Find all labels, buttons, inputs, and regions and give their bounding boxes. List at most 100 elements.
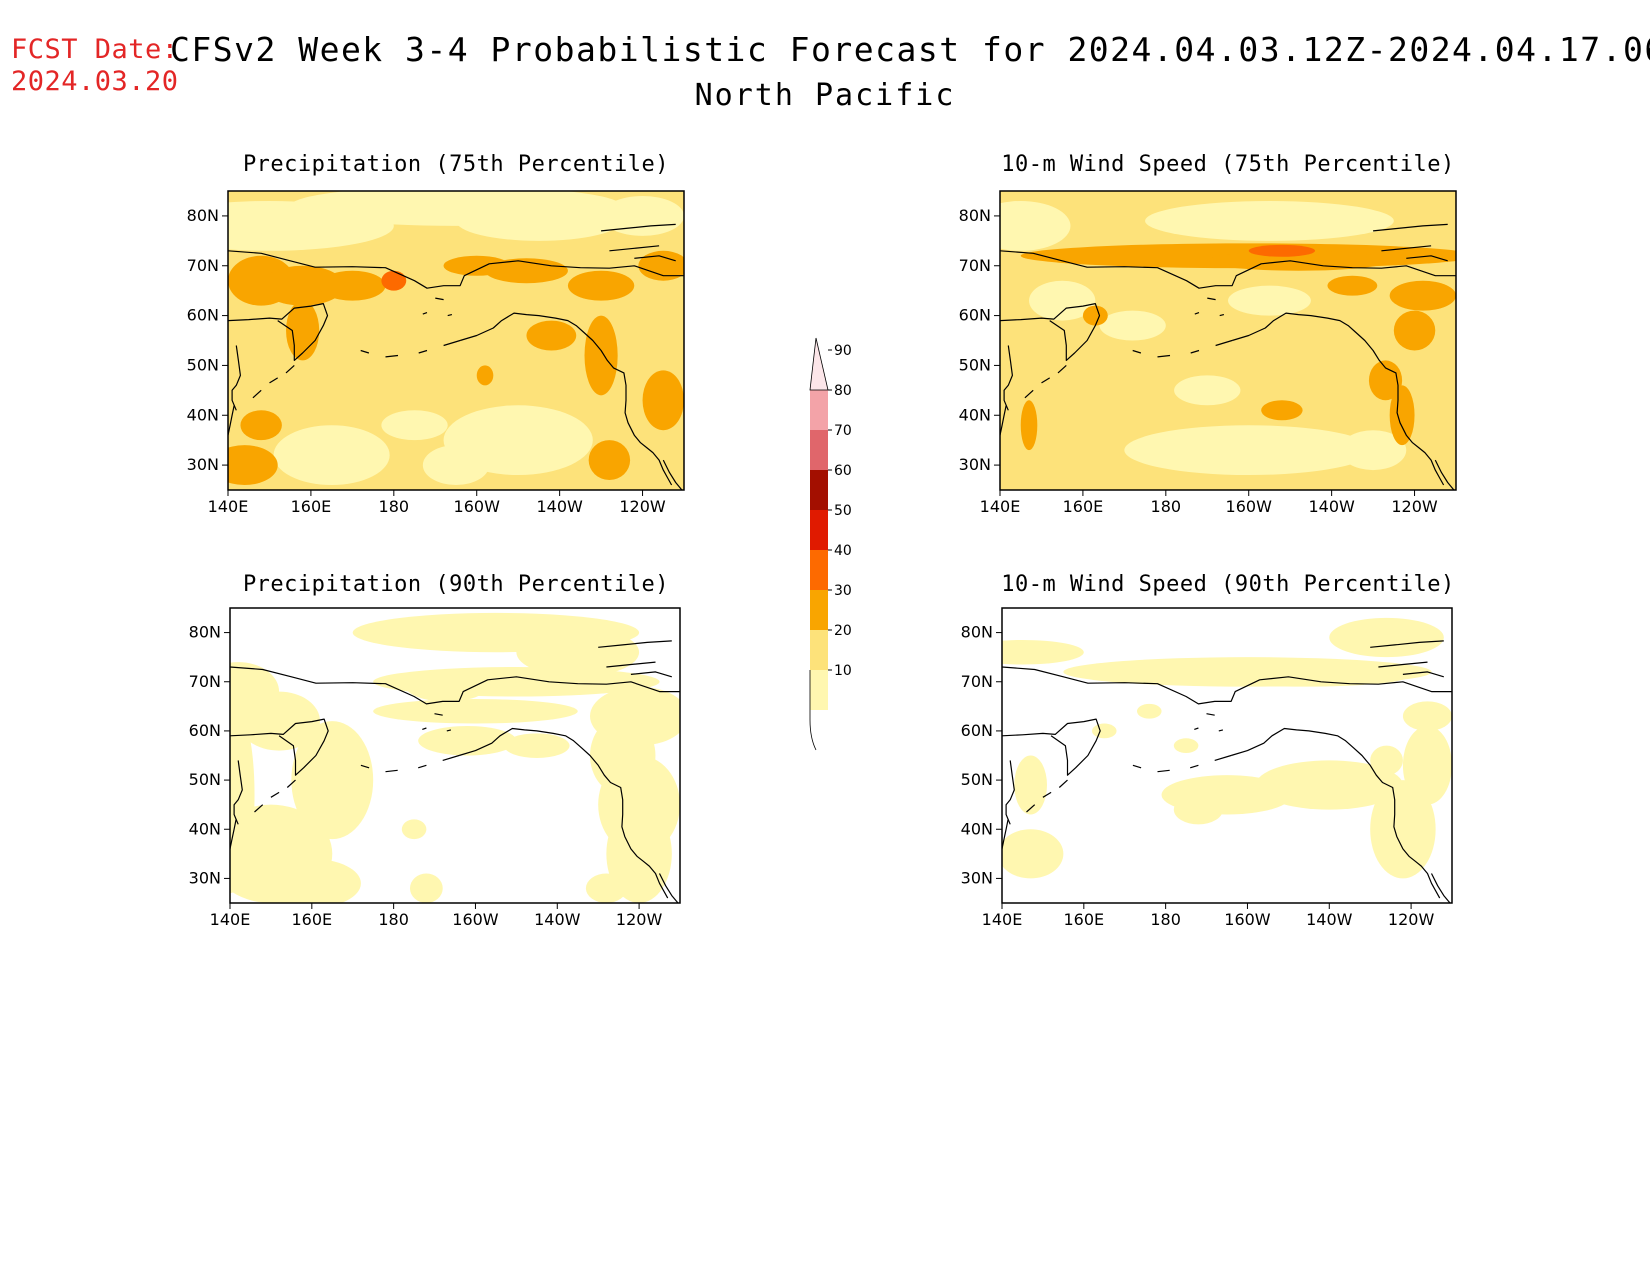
coastline — [1207, 297, 1216, 301]
shading-region — [642, 370, 684, 431]
lon-tick-label: 160E — [291, 910, 332, 929]
coastline — [1157, 769, 1170, 773]
colorbar-swatch — [810, 590, 828, 630]
colorbar-bottom-arrow — [809, 670, 817, 751]
shading-region — [228, 445, 278, 486]
lat-tick-label: 40N — [959, 405, 991, 424]
coastline — [1000, 303, 1101, 361]
lon-tick-label: 140W — [1306, 910, 1353, 929]
lat-tick-label: 70N — [189, 672, 221, 691]
shading-region — [1389, 385, 1415, 446]
coastline — [598, 640, 672, 648]
lon-tick-label: 160W — [1226, 497, 1273, 516]
panel-title-precip-75: Precipitation (75th Percentile) — [242, 152, 670, 177]
shading-region — [1207, 250, 1390, 271]
lon-tick-label: 120W — [1391, 497, 1438, 516]
coastline — [385, 354, 399, 358]
shading-region — [1393, 310, 1436, 351]
colorbar-swatch — [810, 470, 828, 510]
coastline — [228, 405, 235, 436]
lon-tick-label: 180 — [379, 497, 410, 516]
colorbar-swatch — [810, 630, 828, 670]
shading-region — [1370, 745, 1403, 776]
coastline — [1373, 223, 1448, 232]
coastline — [422, 312, 428, 315]
coastline — [418, 349, 428, 354]
coastline — [1190, 349, 1200, 354]
shading-region — [1368, 360, 1403, 401]
colorbar-label: 50 — [834, 503, 852, 519]
coastline — [228, 250, 684, 289]
coastline — [443, 339, 461, 347]
shading-region — [1389, 280, 1456, 311]
coastline — [1058, 779, 1068, 788]
lat-tick-label: 80N — [959, 206, 991, 225]
map-frame — [999, 190, 1457, 491]
lon-tick-label: 140E — [210, 910, 251, 929]
coastline — [1218, 729, 1224, 732]
lon-tick-label: 120W — [1388, 910, 1435, 929]
lon-tick-label: 120W — [619, 497, 666, 516]
lon-tick-label: 180 — [1151, 497, 1182, 516]
lat-tick-label: 60N — [189, 721, 221, 740]
lat-tick-label: 70N — [959, 256, 991, 275]
coastline — [446, 729, 452, 732]
coastline — [1215, 339, 1233, 347]
shading-region — [1002, 639, 1084, 665]
lat-tick-label: 30N — [187, 455, 219, 474]
coastline — [1381, 245, 1432, 252]
shading-region — [456, 200, 622, 241]
shading-region — [1174, 375, 1241, 406]
coastline — [231, 345, 241, 411]
shading-region — [1082, 305, 1108, 326]
coastline — [662, 459, 683, 490]
lon-tick-label: 160W — [454, 497, 501, 516]
coastline — [286, 779, 296, 788]
shading-region — [638, 250, 684, 281]
coastline — [1430, 873, 1451, 903]
shading-region — [273, 425, 390, 486]
colorbar-top-arrow — [809, 337, 829, 391]
shading-region — [262, 858, 361, 903]
shading-region — [1124, 425, 1374, 476]
coastline — [1005, 760, 1015, 825]
shading-region — [1000, 200, 1071, 251]
shading-region — [1173, 794, 1223, 825]
colorbar-label: 20 — [834, 623, 852, 639]
shading-region — [1402, 701, 1452, 731]
lon-tick-label: 120W — [616, 910, 663, 929]
lat-tick-label: 70N — [187, 256, 219, 275]
shading-region — [585, 873, 627, 903]
map-frame — [227, 190, 685, 491]
lat-tick-label: 30N — [959, 455, 991, 474]
coastline — [1000, 250, 1456, 289]
lon-tick-label: 140W — [1308, 497, 1355, 516]
shading-region — [584, 315, 618, 396]
shading-region — [1002, 829, 1064, 879]
forecast-date-value: 2024.03.20 — [11, 66, 179, 97]
shading-region — [601, 195, 684, 236]
map-wind-75: 80N 70N 60N 50N 40N 30N 140E 160E 180 160W 140W 120… — [959, 190, 1457, 516]
shading-region — [476, 365, 494, 386]
coastline — [254, 804, 264, 813]
shading-region — [1145, 200, 1394, 241]
shading-region — [418, 726, 517, 756]
shading-region — [291, 721, 374, 840]
page-title: CFSv2 Week 3-4 Probabilistic Forecast fo… — [170, 30, 1650, 69]
coastline — [609, 245, 660, 252]
map-frame — [229, 607, 681, 904]
panel-title-wind-75: 10-m Wind Speed (75th Percentile) — [1001, 152, 1455, 177]
coastline — [1219, 314, 1225, 317]
coastline — [1132, 764, 1142, 769]
coastline — [270, 791, 280, 798]
shading-region — [1014, 755, 1047, 815]
coastline — [1057, 364, 1067, 374]
lat-tick-label: 50N — [187, 355, 219, 374]
colorbar-swatch — [810, 670, 828, 710]
coastline — [601, 223, 676, 232]
colorbar-label: 60 — [834, 463, 852, 479]
colorbar-swatch — [810, 430, 828, 470]
lat-tick-label: 40N — [189, 819, 221, 838]
coastline — [1026, 804, 1036, 813]
shading-region — [567, 270, 635, 301]
